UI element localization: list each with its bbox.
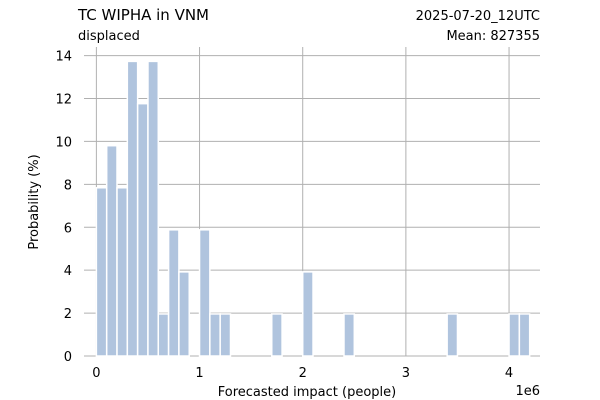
x-axis-multiplier: 1e6 [515, 384, 540, 399]
y-tick-label: 4 [64, 264, 72, 279]
histogram-bar [178, 271, 190, 357]
mean-value: Mean: 827355 [446, 29, 540, 44]
y-tick-label: 6 [64, 221, 72, 236]
histogram-bar [136, 102, 149, 357]
y-tick-label: 10 [55, 135, 72, 150]
histogram-bar [198, 229, 211, 357]
y-axis-label: Probability (%) [27, 154, 42, 249]
bars [95, 60, 531, 357]
x-tick-label: 0 [92, 366, 100, 381]
histogram-bar [147, 60, 160, 357]
histogram-bar [209, 313, 221, 357]
forecast-date: 2025-07-20_12UTC [416, 9, 540, 24]
histogram-bar [343, 313, 356, 357]
y-tick-label: 2 [64, 307, 72, 322]
y-tick-label: 0 [64, 350, 72, 365]
histogram-bar [219, 313, 232, 357]
chart-title: TC WIPHA in VNM [77, 6, 209, 24]
histogram-bar [167, 229, 180, 357]
histogram-bar [116, 187, 129, 357]
x-tick-label: 2 [299, 366, 307, 381]
y-tick-label: 8 [64, 178, 72, 193]
grid-lines [84, 47, 540, 357]
histogram-bar [126, 60, 139, 357]
histogram-bar [508, 313, 521, 357]
x-axis-label: Forecasted impact (people) [218, 385, 396, 400]
histogram-bar [518, 313, 531, 357]
histogram-bar [105, 144, 118, 357]
histogram-bar [271, 313, 283, 357]
x-tick-label: 3 [402, 366, 410, 381]
y-tick-label: 12 [55, 93, 72, 108]
histogram-bar [157, 313, 170, 357]
histogram-bar [446, 313, 459, 357]
histogram-bar [95, 187, 108, 357]
x-tick-label: 4 [505, 366, 513, 381]
histogram-bar [301, 271, 314, 357]
x-tick-label: 1 [195, 366, 203, 381]
chart-subtitle: displaced [78, 29, 140, 44]
y-tick-label: 14 [55, 50, 72, 65]
